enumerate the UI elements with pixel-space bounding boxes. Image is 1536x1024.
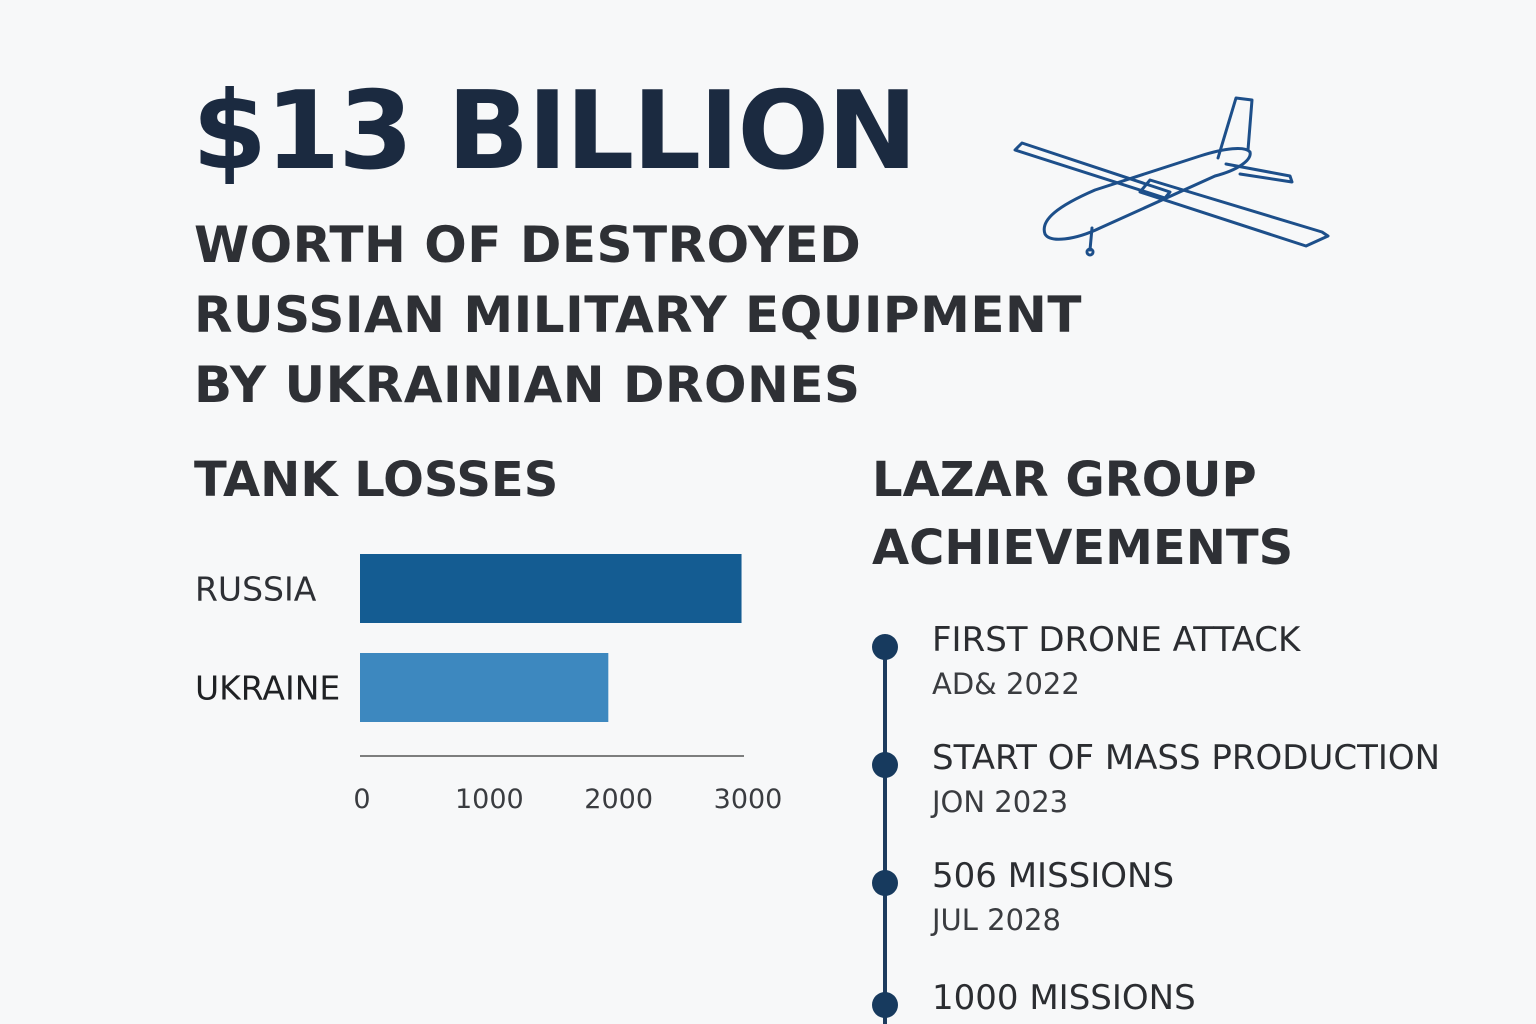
drone-aircraft-outline-icon xyxy=(1013,96,1330,257)
timeline-item-date: JUL 2028 xyxy=(932,903,1061,937)
achievements-title-line: LAZAR GROUP xyxy=(872,452,1257,508)
subtitle-line: BY UKRAINIAN DRONES xyxy=(194,356,861,414)
timeline-dot xyxy=(872,752,898,778)
x-tick-label: 1000 xyxy=(455,784,524,815)
timeline-item-title: FIRST DRONE ATTACK xyxy=(932,620,1301,660)
subtitle-line: RUSSIAN MILITARY EQUIPMENT xyxy=(194,286,1082,344)
x-tick-label: 3000 xyxy=(714,784,783,815)
timeline-item-title: 506 MISSIONS xyxy=(932,856,1175,896)
timeline-dot xyxy=(872,870,898,896)
timeline-item-title: 1000 MISSIONS xyxy=(932,978,1196,1018)
bar-ukraine xyxy=(360,653,609,722)
timeline-item-date: AD& 2022 xyxy=(932,667,1080,701)
headline-subtitle: WORTH OF DESTROYED RUSSIAN MILITARY EQUI… xyxy=(194,210,1082,420)
achievements-title-line: ACHIEVEMENTS xyxy=(872,520,1294,576)
timeline-item-date: JON 2023 xyxy=(932,785,1069,819)
subtitle-line: WORTH OF DESTROYED xyxy=(194,216,862,274)
category-label-russia: RUSSIA xyxy=(195,570,317,609)
tank-losses-title: TANK LOSSES xyxy=(194,452,559,508)
category-label-ukraine: UKRAINE xyxy=(195,669,340,708)
tank-losses-chart: RUSSIA UKRAINE 0 1000 2000 3000 xyxy=(195,554,783,815)
timeline-dot xyxy=(872,634,898,660)
x-tick-label: 2000 xyxy=(584,784,653,815)
timeline-dot xyxy=(872,992,898,1018)
timeline-item-title: START OF MASS PRODUCTION xyxy=(932,738,1441,778)
headline-total-value: $13 BILLION xyxy=(192,69,918,194)
timeline-line xyxy=(883,642,887,1024)
achievements-title: LAZAR GROUP ACHIEVEMENTS xyxy=(872,446,1293,582)
bar-russia xyxy=(360,554,742,623)
x-tick-label: 0 xyxy=(353,784,370,815)
